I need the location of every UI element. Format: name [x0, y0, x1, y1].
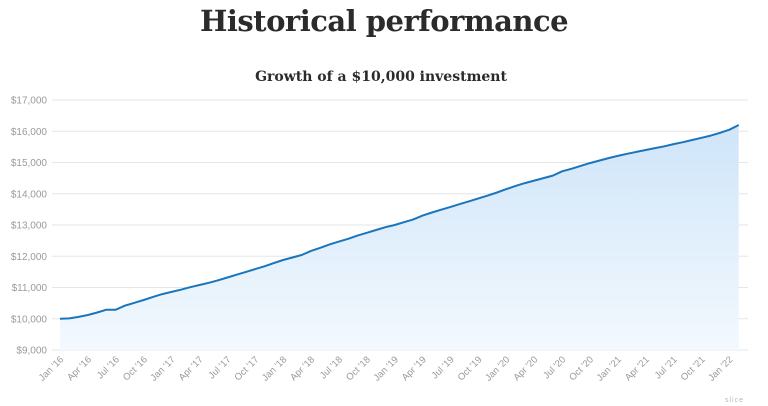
x-tick-label: Oct '18	[344, 354, 373, 383]
y-tick-label: $17,000	[11, 96, 48, 107]
x-tick-label: Jan '22	[706, 354, 735, 383]
x-tick-label: Jul '17	[207, 354, 234, 381]
x-tick-label: Apr '21	[623, 354, 652, 383]
x-tick-label: Oct '19	[456, 354, 485, 383]
x-tick-label: Jan '18	[260, 354, 289, 383]
y-axis: $9,000 $10,000 $11,000 $12,000 $13,000 $14,00…	[11, 96, 48, 357]
x-tick-label: Jan '19	[372, 354, 401, 383]
x-tick-label: Jul '19	[430, 354, 457, 381]
watermark: slice	[724, 397, 744, 404]
y-tick-label: $13,000	[11, 221, 48, 232]
page-heading: Historical performance	[199, 4, 569, 38]
y-tick-label: $14,000	[11, 189, 48, 200]
series-area	[60, 125, 739, 350]
x-tick-label: Jul '21	[653, 354, 680, 381]
x-tick-label: Apr '19	[400, 354, 429, 383]
y-tick-label: $11,000	[12, 283, 48, 294]
x-tick-label: Oct '16	[121, 354, 150, 383]
x-tick-label: Jan '17	[148, 354, 177, 383]
x-tick-label: Oct '21	[679, 354, 708, 383]
x-tick-label: Apr '20	[511, 354, 540, 383]
y-tick-label: $12,000	[11, 252, 48, 263]
x-tick-label: Apr '18	[288, 354, 317, 383]
x-tick-label: Jul '16	[95, 354, 122, 381]
x-tick-label: Oct '20	[567, 354, 596, 383]
x-tick-label: Jul '20	[541, 354, 568, 381]
y-tick-label: $10,000	[11, 314, 48, 325]
x-tick-label: Jan '16	[37, 354, 66, 383]
x-tick-label: Apr '17	[177, 354, 206, 383]
x-tick-label: Jan '20	[483, 354, 512, 383]
x-tick-label: Apr '16	[65, 354, 94, 383]
y-tick-label: $16,000	[11, 127, 48, 138]
chart-title: Growth of a $10,000 investment	[255, 69, 507, 85]
y-tick-label: $9,000	[16, 346, 47, 357]
series-line	[59, 124, 740, 320]
x-tick-label: Jan '21	[595, 354, 624, 383]
x-tick-label: Oct '17	[232, 354, 261, 383]
x-tick-label: Jul '18	[318, 354, 345, 381]
y-tick-label: $15,000	[11, 158, 48, 169]
